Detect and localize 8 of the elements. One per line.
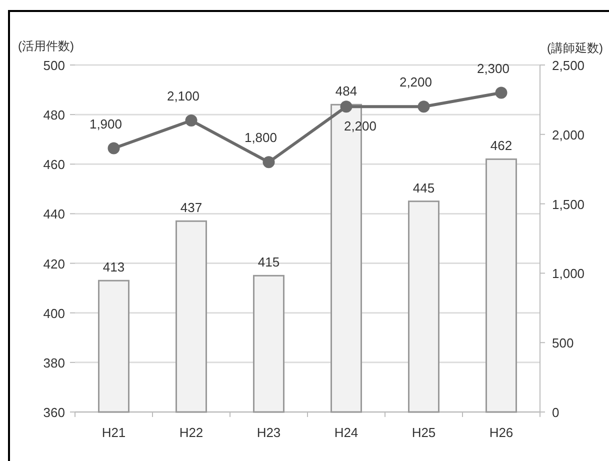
point [340,100,352,113]
point [262,156,275,168]
point [418,100,430,113]
point [495,86,508,99]
ylabel: (活用件数) [18,39,74,53]
point [185,114,198,127]
point [108,142,120,154]
y2label: (講師延数) [547,41,603,55]
